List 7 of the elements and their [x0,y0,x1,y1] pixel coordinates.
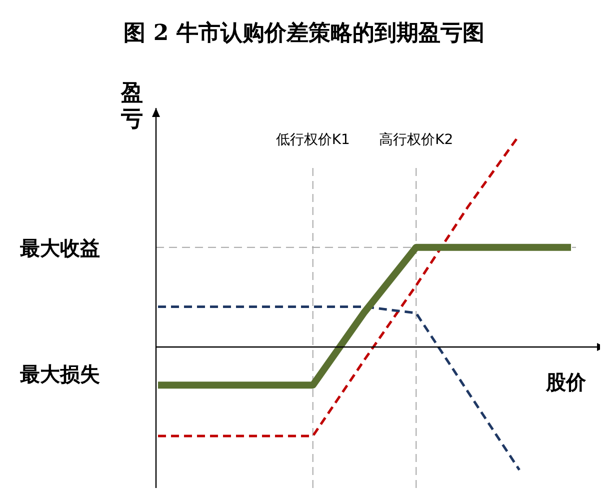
text: 最大收益 [19,236,100,260]
chart-title: 图 2 牛市认购价差策略的到期盈亏图 [124,20,484,46]
x-tick-label: 低行权价K1 [276,132,350,148]
x-axis-title: 股价 [545,370,587,394]
y-axis-title: 盈亏 [120,81,143,132]
x-tick-label: 高行权价K2 [379,132,454,148]
text: 最大损失 [19,362,100,386]
